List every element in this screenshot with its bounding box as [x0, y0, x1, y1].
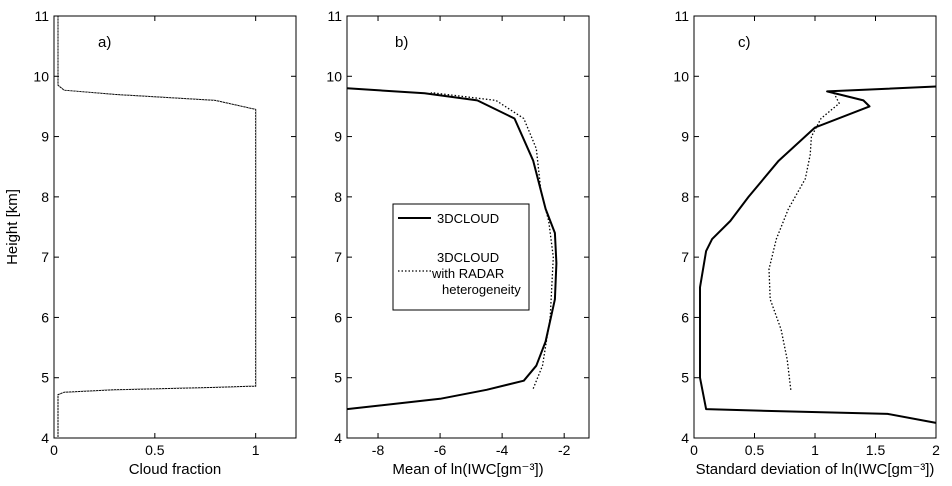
y-tick-label: 4	[41, 430, 49, 446]
y-axis-label: Height [km]	[4, 189, 21, 265]
legend-label-radar-line3: heterogeneity	[442, 282, 521, 297]
series-line-dotted-1	[768, 91, 841, 390]
y-tick-label: 4	[681, 430, 689, 446]
x-tick-label: 0	[50, 442, 58, 458]
x-tick-label: 2	[932, 442, 940, 458]
series	[699, 85, 937, 424]
series-line-0-dots	[57, 16, 256, 438]
y-tick-label: 9	[681, 129, 689, 145]
y-tick-label: 11	[674, 8, 689, 24]
y-tick-label: 11	[34, 8, 49, 24]
panel-b: b) Mean of ln(IWC[gm⁻³]) -8 -6 -4 -2 4 5 6 7 8 9 1…	[326, 8, 590, 478]
y-tick-label: 10	[673, 68, 689, 84]
y-tick-label: 9	[334, 129, 342, 145]
panel-label: b)	[395, 34, 408, 51]
panel-c: c) Standard deviation of ln(IWC[gm⁻³]) 0…	[673, 8, 940, 478]
y-tick-label: 10	[326, 68, 342, 84]
ticks: 0 0.5 1 1.5 2 4 5 6 7 8 9 10 11	[673, 8, 940, 458]
y-tick-label: 9	[41, 129, 49, 145]
y-tick-label: 4	[334, 430, 342, 446]
x-tick-label: -8	[372, 442, 385, 458]
series-line-solid-0	[346, 87, 558, 411]
ticks: -8 -6 -4 -2 4 5 6 7 8 9 10 11	[326, 8, 589, 458]
legend-label-radar-line2: with RADAR	[431, 266, 504, 281]
x-tick-label: 1	[811, 442, 819, 458]
x-tick-label: 0.5	[745, 442, 765, 458]
panel-label: c)	[738, 34, 751, 51]
x-tick-label: 1.5	[866, 442, 886, 458]
y-tick-label: 6	[334, 309, 342, 325]
y-tick-label: 7	[334, 249, 342, 265]
y-tick-label: 6	[41, 309, 49, 325]
y-tick-label: 5	[41, 370, 49, 386]
y-tick-label: 8	[681, 189, 689, 205]
legend-box	[392, 203, 530, 311]
series-line-solid-0	[699, 85, 937, 424]
series	[57, 16, 257, 438]
ticks: 0 0.5 1 4 5 6 7 8 9 10 11	[33, 8, 296, 458]
y-tick-label: 5	[681, 370, 689, 386]
panel-label: a)	[98, 34, 111, 51]
y-tick-label: 5	[334, 370, 342, 386]
x-axis-label: Cloud fraction	[129, 461, 222, 478]
plot-frame	[53, 15, 297, 439]
y-tick-label: 8	[41, 189, 49, 205]
x-tick-label: -6	[434, 442, 447, 458]
y-tick-label: 8	[334, 189, 342, 205]
legend: 3DCLOUD 3DCLOUD with RADAR heterogeneity	[392, 203, 530, 311]
legend-label-radar-line1: 3DCLOUD	[437, 250, 499, 265]
y-tick-label: 6	[681, 309, 689, 325]
x-tick-label: 1	[252, 442, 260, 458]
x-tick-label: -4	[496, 442, 509, 458]
x-axis-label: Standard deviation of ln(IWC[gm⁻³])	[696, 461, 935, 478]
series-line-0	[57, 16, 257, 438]
y-tick-label: 7	[41, 249, 49, 265]
y-tick-label: 10	[33, 68, 49, 84]
plot-frame	[693, 15, 937, 439]
y-tick-label: 11	[327, 8, 342, 24]
y-tick-label: 7	[681, 249, 689, 265]
x-tick-label: -2	[558, 442, 571, 458]
x-axis-label: Mean of ln(IWC[gm⁻³])	[392, 461, 543, 478]
series-line-dotted-1	[430, 91, 554, 389]
legend-label-3dcloud: 3DCLOUD	[437, 211, 499, 226]
panel-a: a) Cloud fraction Height [km] 0 0.5 1 4 5 6 7 8…	[4, 8, 297, 478]
plot-frame	[346, 15, 590, 439]
x-tick-label: 0	[690, 442, 698, 458]
x-tick-label: 0.5	[145, 442, 165, 458]
series	[346, 87, 558, 411]
